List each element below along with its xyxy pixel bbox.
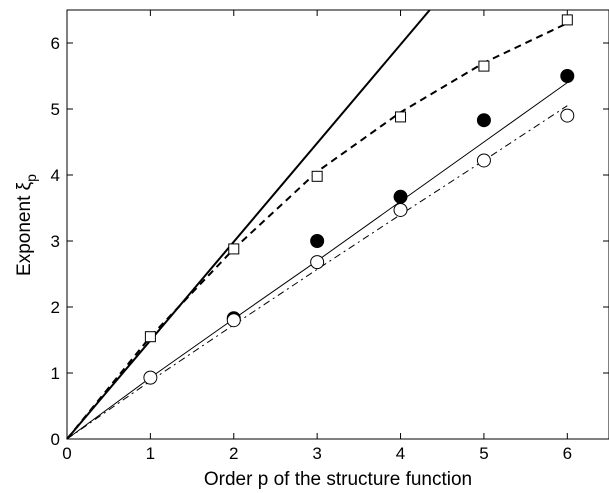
y-axis-label-subscript: p <box>23 174 39 182</box>
plot-frame <box>66 9 609 440</box>
x-tick-label: 0 <box>62 444 71 463</box>
y-tick-label: 0 <box>51 430 60 449</box>
plot-area <box>67 10 609 439</box>
open-circle-marker <box>226 313 241 328</box>
tick-labels: 0 1 2 3 4 5 6 0 1 2 3 4 5 6 <box>51 34 573 463</box>
open-circle-marker <box>393 202 408 217</box>
series-thick-solid-line <box>66 9 431 440</box>
square-marker <box>311 170 323 182</box>
x-tick-label: 2 <box>229 444 238 463</box>
filled-circle-marker <box>476 113 491 128</box>
y-tick-label: 1 <box>51 364 60 383</box>
y-axis-label-base: Exponent ξ <box>14 181 35 276</box>
open-circle-marker <box>310 255 325 270</box>
y-tick-label: 3 <box>51 232 60 251</box>
x-tick-label: 6 <box>563 444 572 463</box>
y-tick-label: 4 <box>51 166 60 185</box>
y-tick-label: 6 <box>51 34 60 53</box>
open-circle-marker <box>560 108 575 123</box>
x-tick-label: 5 <box>479 444 488 463</box>
filled-circle-marker <box>560 69 575 83</box>
filled-circle-marker <box>393 189 408 204</box>
filled-circle-marker <box>310 234 325 248</box>
x-tick-label: 3 <box>312 444 321 463</box>
square-marker <box>144 331 156 343</box>
open-circle-marker <box>143 370 158 385</box>
square-marker <box>478 60 490 72</box>
square-marker <box>228 243 240 255</box>
y-tick-label: 2 <box>51 298 60 317</box>
x-axis-label: Order p of the structure function <box>204 469 472 490</box>
square-marker <box>395 111 407 123</box>
open-circle-marker <box>476 153 491 168</box>
x-tick-label: 4 <box>396 444 405 463</box>
x-tick-label: 1 <box>146 444 155 463</box>
square-marker <box>561 14 573 26</box>
y-axis-label: Exponent ξp <box>14 174 39 276</box>
y-tick-label: 5 <box>51 100 60 119</box>
plot-layer <box>66 9 575 440</box>
